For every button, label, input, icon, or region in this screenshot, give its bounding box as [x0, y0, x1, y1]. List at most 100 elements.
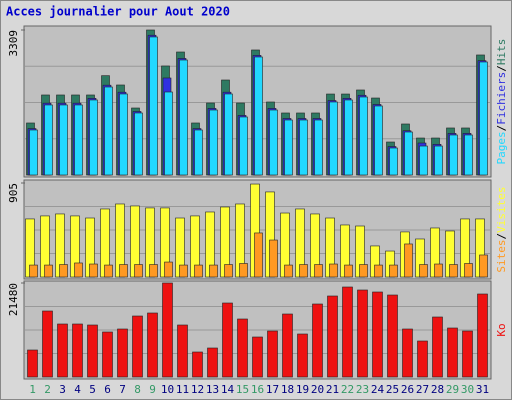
- x-tick-label: 29: [446, 383, 459, 396]
- x-tick-label: 4: [74, 383, 81, 396]
- bar: [104, 264, 113, 278]
- bar: [417, 340, 428, 378]
- bar: [164, 91, 173, 176]
- bar: [419, 145, 428, 176]
- bar: [464, 263, 473, 278]
- x-tick-label: 1: [29, 383, 36, 396]
- bar: [297, 333, 308, 378]
- bar: [134, 112, 143, 176]
- legend-entry: Ko: [495, 323, 508, 336]
- bar: [224, 264, 233, 278]
- bar: [402, 328, 413, 378]
- bar: [119, 264, 128, 278]
- bar: [239, 263, 248, 278]
- bar: [207, 347, 218, 378]
- bar: [432, 316, 443, 378]
- bar: [132, 315, 143, 378]
- bar: [419, 264, 428, 278]
- bar: [254, 56, 263, 176]
- bar: [72, 323, 83, 378]
- x-tick-label: 12: [191, 383, 204, 396]
- x-tick-label: 28: [431, 383, 444, 396]
- bar: [177, 324, 188, 378]
- x-tick-label: 23: [356, 383, 369, 396]
- x-tick-label: 15: [236, 383, 249, 396]
- bar: [89, 99, 98, 176]
- bar: [449, 264, 458, 278]
- bar: [252, 336, 263, 378]
- bar: [387, 294, 398, 378]
- legend: Ko: [495, 323, 508, 336]
- y-tick-label: 3309: [7, 30, 20, 57]
- bar: [239, 116, 248, 176]
- bar: [149, 36, 158, 176]
- bar: [74, 104, 83, 176]
- bar: [314, 264, 323, 278]
- x-tick-label: 25: [386, 383, 399, 396]
- x-tick-label: 27: [416, 383, 429, 396]
- bar: [359, 96, 368, 176]
- bar: [357, 289, 368, 378]
- bar: [44, 264, 53, 278]
- chart-title: Acces journalier pour Aout 2020: [6, 5, 230, 19]
- bar: [404, 243, 413, 278]
- bar: [209, 109, 218, 176]
- bar: [312, 303, 323, 378]
- legend-entry: Fichiers: [495, 72, 508, 125]
- x-tick-label: 7: [119, 383, 126, 396]
- x-tick-label: 18: [281, 383, 294, 396]
- bar: [59, 104, 68, 176]
- bar: [29, 129, 38, 176]
- x-tick-label: 8: [134, 383, 141, 396]
- bar: [87, 324, 98, 378]
- bar: [327, 295, 338, 378]
- legend-separator: /: [495, 233, 508, 240]
- bar: [209, 264, 218, 278]
- legend: Pages/Fichiers/Hits: [495, 39, 508, 165]
- bar: [404, 131, 413, 176]
- bar: [237, 318, 248, 378]
- bar: [269, 109, 278, 176]
- bar: [374, 264, 383, 278]
- bar: [57, 323, 68, 378]
- bar: [59, 264, 68, 278]
- bar: [89, 263, 98, 278]
- bar: [372, 291, 383, 378]
- bar: [477, 293, 488, 378]
- x-tick-label: 21: [326, 383, 339, 396]
- bar: [42, 310, 53, 378]
- bar: [479, 61, 488, 176]
- bar: [119, 93, 128, 176]
- x-tick-label: 19: [296, 383, 309, 396]
- x-tick-label: 9: [149, 383, 156, 396]
- bar: [282, 313, 293, 378]
- bar: [374, 105, 383, 176]
- bar: [102, 331, 113, 378]
- bar: [134, 264, 143, 278]
- bar: [299, 119, 308, 176]
- x-tick-label: 17: [266, 383, 279, 396]
- bar: [162, 282, 173, 378]
- bar: [447, 327, 458, 378]
- x-tick-label: 26: [401, 383, 414, 396]
- bar: [344, 99, 353, 176]
- legend-entry: Visites: [495, 186, 508, 232]
- bar: [479, 254, 488, 278]
- bar: [434, 263, 443, 278]
- legend-entry: Hits: [495, 39, 508, 66]
- bar: [329, 263, 338, 278]
- x-tick-label: 13: [206, 383, 219, 396]
- x-tick-label: 2: [44, 383, 51, 396]
- bar: [389, 264, 398, 278]
- bar: [164, 261, 173, 278]
- legend-separator: /: [495, 125, 508, 132]
- bar: [179, 264, 188, 278]
- y-tick-label: 21480: [7, 283, 20, 316]
- x-tick-label: 16: [251, 383, 264, 396]
- bar: [464, 134, 473, 176]
- y-tick-label: 905: [7, 183, 20, 203]
- bar: [449, 134, 458, 176]
- bar: [74, 262, 83, 278]
- x-tick-label: 10: [161, 383, 174, 396]
